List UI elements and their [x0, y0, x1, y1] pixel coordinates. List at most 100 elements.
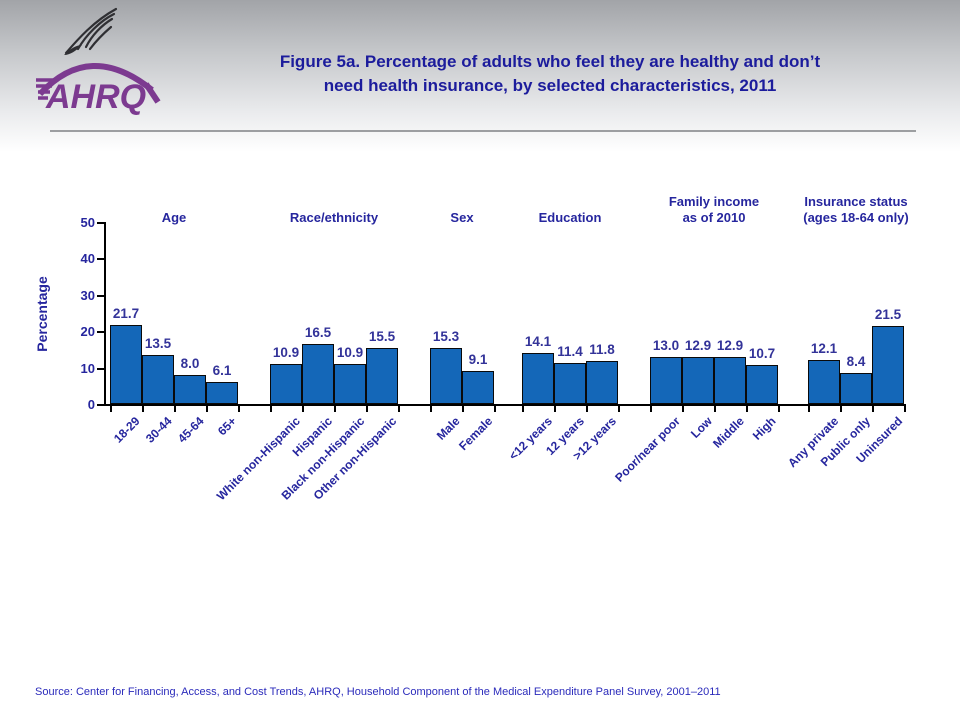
bar: [840, 373, 872, 404]
bar-value-label: 13.0: [652, 337, 680, 353]
x-axis-tick: [554, 406, 556, 412]
category-label: Poor/near poor: [612, 414, 683, 485]
x-axis-tick: [366, 406, 368, 412]
category-label: Middle: [710, 414, 747, 451]
bar-value-label: 10.9: [272, 345, 300, 361]
bar: [302, 343, 334, 404]
bar-value-label: 11.8: [589, 342, 615, 358]
y-axis-tick-label: 20: [80, 324, 95, 340]
bar-value-label: 21.7: [112, 306, 140, 321]
group-header: Family income as of 2010: [634, 188, 794, 226]
group-header-line: Age: [161, 210, 187, 225]
x-axis-tick: [808, 406, 810, 412]
svg-text:AHRQ: AHRQ: [45, 78, 146, 116]
group-header-line: (ages 18-64 only): [803, 210, 909, 225]
category-label: Low: [688, 414, 715, 441]
x-axis-tick: [650, 406, 652, 412]
bar: [270, 364, 302, 404]
x-axis-tick: [714, 406, 716, 412]
category-label: 65+: [214, 414, 239, 439]
y-axis-line: [104, 222, 106, 406]
bar: [808, 359, 840, 404]
bar-value-label: 8.0: [180, 355, 200, 371]
y-axis-tick: [97, 294, 104, 297]
x-axis-tick: [872, 406, 874, 412]
category-label: Female: [455, 414, 495, 454]
bar-value-label: 21.5: [874, 306, 902, 322]
x-axis-tick: [586, 406, 588, 412]
group-header: Race/ethnicity: [254, 188, 414, 226]
category-label: 45-64: [175, 414, 207, 446]
category-label: 18-29: [111, 414, 143, 446]
y-axis-tick: [97, 258, 104, 261]
x-axis-tick: [174, 406, 176, 412]
bar-value-label: 13.5: [144, 335, 172, 351]
group-header: Sex: [382, 188, 542, 226]
group-header-line: as of 2010: [682, 210, 746, 225]
y-axis-tick: [97, 367, 104, 370]
figure-title-line2: need health insurance, by selected chara…: [323, 76, 777, 95]
x-axis-tick: [904, 406, 906, 412]
bar-value-label: 9.1: [468, 351, 488, 367]
y-axis-tick-label: 40: [80, 251, 95, 267]
bar: [682, 357, 714, 404]
x-axis-tick: [840, 406, 842, 412]
bar-value-label: 16.5: [304, 324, 332, 340]
y-axis-tick-label: 0: [87, 397, 95, 412]
y-axis-tick: [97, 222, 104, 224]
y-axis-title: Percentage: [34, 276, 50, 352]
bar: [206, 381, 238, 404]
bar: [872, 325, 904, 404]
x-axis-tick: [462, 406, 464, 412]
x-axis-tick: [746, 406, 748, 412]
bar-value-label: 8.4: [846, 354, 866, 370]
x-axis-tick: [682, 406, 684, 412]
bar: [174, 374, 206, 404]
source-note: Source: Center for Financing, Access, an…: [35, 686, 721, 698]
bar: [334, 364, 366, 404]
figure-title: Figure 5a. Percentage of adults who feel…: [190, 50, 910, 98]
agency-logo-block: AHRQ: [34, 2, 174, 120]
group-header: Insurance status (ages 18-64 only): [776, 188, 936, 226]
bar-value-label: 6.1: [212, 362, 232, 378]
bar: [430, 348, 462, 404]
category-label: <12 years: [506, 414, 555, 463]
x-axis-tick: [206, 406, 208, 412]
x-axis-tick: [334, 406, 336, 412]
bar-value-label: 15.3: [432, 329, 460, 345]
category-label: High: [750, 414, 779, 443]
bar: [554, 362, 586, 404]
x-axis-line: [104, 404, 906, 406]
category-label: 30-44: [143, 414, 175, 446]
header-divider: [50, 130, 916, 132]
bar: [462, 370, 494, 404]
x-axis-tick: [778, 406, 780, 412]
bar-value-label: 12.9: [716, 338, 744, 354]
bar: [650, 356, 682, 404]
category-label: Male: [434, 414, 463, 443]
bar-value-label: 10.9: [336, 345, 364, 361]
figure-title-line1: Figure 5a. Percentage of adults who feel…: [279, 52, 821, 71]
group-header-line: Education: [538, 210, 602, 225]
bar: [746, 365, 778, 404]
bar-value-label: 11.4: [557, 343, 583, 359]
hhs-eagle-icon: [64, 7, 118, 55]
x-axis-tick: [618, 406, 620, 412]
bar-value-label: 14.1: [524, 333, 552, 349]
x-axis-tick: [142, 406, 144, 412]
x-axis-tick: [494, 406, 496, 412]
x-axis-tick: [430, 406, 432, 412]
bar: [366, 347, 398, 404]
group-header-line: Race/ethnicity: [289, 210, 379, 225]
bar-value-label: 10.7: [748, 346, 776, 362]
y-axis-tick: [97, 404, 104, 406]
bar-value-label: 12.9: [684, 338, 712, 354]
bar-value-label: 15.5: [368, 328, 396, 344]
bar: [586, 361, 618, 404]
group-header: Education: [490, 188, 650, 226]
bar: [714, 357, 746, 404]
y-axis-tick-label: 10: [80, 360, 95, 376]
bar-value-label: 12.1: [810, 340, 838, 356]
ahrq-logo: AHRQ: [36, 63, 161, 116]
